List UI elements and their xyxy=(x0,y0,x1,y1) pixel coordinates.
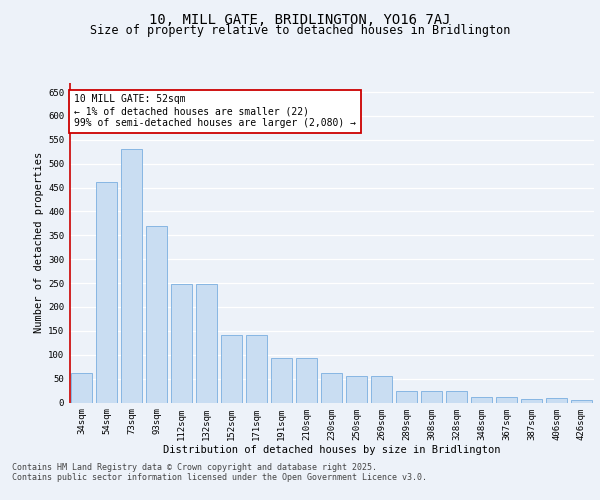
Bar xyxy=(296,358,317,403)
Bar xyxy=(396,390,417,402)
Bar xyxy=(71,373,92,402)
Bar xyxy=(521,398,542,402)
Bar xyxy=(571,400,592,402)
Bar xyxy=(346,376,367,402)
Bar xyxy=(96,182,117,402)
X-axis label: Distribution of detached houses by size in Bridlington: Distribution of detached houses by size … xyxy=(163,445,500,455)
Text: Contains HM Land Registry data © Crown copyright and database right 2025.
Contai: Contains HM Land Registry data © Crown c… xyxy=(12,462,427,482)
Bar xyxy=(446,390,467,402)
Bar xyxy=(546,398,567,402)
Bar xyxy=(471,397,492,402)
Bar xyxy=(221,334,242,402)
Text: Size of property relative to detached houses in Bridlington: Size of property relative to detached ho… xyxy=(90,24,510,37)
Text: 10 MILL GATE: 52sqm
← 1% of detached houses are smaller (22)
99% of semi-detache: 10 MILL GATE: 52sqm ← 1% of detached hou… xyxy=(74,94,356,128)
Bar xyxy=(196,284,217,403)
Bar xyxy=(371,376,392,402)
Bar xyxy=(321,373,342,402)
Text: 10, MILL GATE, BRIDLINGTON, YO16 7AJ: 10, MILL GATE, BRIDLINGTON, YO16 7AJ xyxy=(149,12,451,26)
Bar xyxy=(146,226,167,402)
Bar xyxy=(171,284,192,403)
Bar xyxy=(271,358,292,403)
Bar xyxy=(246,334,267,402)
Bar xyxy=(496,397,517,402)
Y-axis label: Number of detached properties: Number of detached properties xyxy=(34,152,44,333)
Bar xyxy=(421,390,442,402)
Bar xyxy=(121,150,142,402)
